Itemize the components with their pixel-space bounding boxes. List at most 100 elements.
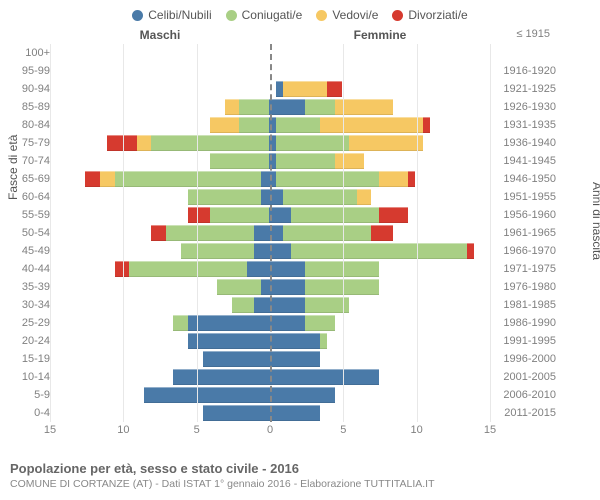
bar-segment — [283, 225, 371, 241]
bar-segment — [276, 99, 305, 115]
age-label: 45-49 — [0, 245, 56, 257]
bars-female — [276, 368, 496, 386]
bars-female — [276, 350, 496, 368]
bars-male — [56, 404, 276, 422]
bar-segment — [166, 225, 254, 241]
age-label: 95-99 — [0, 65, 56, 77]
legend-label: Divorziati/e — [408, 8, 467, 22]
pyramid-row: 45-491966-1970 — [0, 242, 600, 260]
bar-segment — [276, 171, 379, 187]
bars-female — [276, 170, 496, 188]
x-axis: 15105051015 — [0, 424, 600, 438]
bars-male — [56, 314, 276, 332]
birth-label: 1961-1965 — [496, 227, 564, 239]
column-headers: Maschi Femmine ≤ 1915 — [0, 28, 600, 42]
header-male: Maschi — [50, 28, 270, 42]
birth-label: 1951-1955 — [496, 191, 564, 203]
bars-male — [56, 170, 276, 188]
bar-segment — [188, 189, 261, 205]
bar-segment — [423, 117, 430, 133]
pyramid-row: 40-441971-1975 — [0, 260, 600, 278]
bars-female — [276, 260, 496, 278]
x-tick: 10 — [411, 424, 423, 436]
bar-segment — [85, 171, 100, 187]
bar-segment — [305, 99, 334, 115]
birth-label: 1986-1990 — [496, 317, 564, 329]
bar-segment — [254, 225, 276, 241]
birth-label: 2006-2010 — [496, 389, 564, 401]
age-label: 25-29 — [0, 317, 56, 329]
bar-segment — [151, 225, 166, 241]
x-tick: 5 — [340, 424, 346, 436]
legend-item: Celibi/Nubili — [132, 8, 211, 22]
bars-female — [276, 116, 496, 134]
bar-segment — [181, 243, 254, 259]
bar-segment — [247, 261, 276, 277]
pyramid-row: 60-641951-1955 — [0, 188, 600, 206]
bars-male — [56, 224, 276, 242]
bar-segment — [269, 99, 276, 115]
pyramid-row: 100+ — [0, 44, 600, 62]
bars-female — [276, 224, 496, 242]
bar-segment — [254, 297, 276, 313]
x-tick: 15 — [484, 424, 496, 436]
age-label: 70-74 — [0, 155, 56, 167]
pyramid-row: 25-29 1986-1990 — [0, 314, 600, 332]
bars-male — [56, 44, 276, 62]
bar-segment — [276, 243, 291, 259]
bar-segment — [283, 189, 356, 205]
bar-segment — [335, 153, 364, 169]
age-label: 80-84 — [0, 119, 56, 131]
bar-segment — [225, 99, 240, 115]
bar-segment — [408, 171, 415, 187]
bars-female — [276, 80, 496, 98]
bar-segment — [115, 261, 130, 277]
age-label: 90-94 — [0, 83, 56, 95]
bars-male — [56, 188, 276, 206]
bar-segment — [276, 369, 379, 385]
pyramid-row: 5-9 2006-2010 — [0, 386, 600, 404]
bar-segment — [291, 207, 379, 223]
bar-segment — [276, 117, 320, 133]
bar-segment — [276, 333, 320, 349]
age-label: 30-34 — [0, 299, 56, 311]
bar-segment — [276, 405, 320, 421]
x-tick: 15 — [44, 424, 56, 436]
footer: Popolazione per età, sesso e stato civil… — [10, 461, 590, 490]
bar-segment — [188, 207, 210, 223]
bar-segment — [379, 207, 408, 223]
bar-segment — [276, 315, 305, 331]
age-label: 100+ — [0, 47, 56, 59]
bars-female — [276, 332, 496, 350]
bar-segment — [276, 153, 335, 169]
birth-label: 1936-1940 — [496, 137, 564, 149]
pyramid-row: 20-241991-1995 — [0, 332, 600, 350]
bars-male — [56, 206, 276, 224]
bar-segment — [283, 81, 327, 97]
birth-label: 1996-2000 — [496, 353, 564, 365]
bar-segment — [276, 279, 305, 295]
bar-segment — [151, 135, 268, 151]
bar-segment — [371, 225, 393, 241]
birth-label: 1931-1935 — [496, 119, 564, 131]
bar-segment — [129, 261, 246, 277]
birth-label: 2011-2015 — [496, 407, 564, 419]
bars-male — [56, 386, 276, 404]
pyramid-row: 10-142001-2005 — [0, 368, 600, 386]
pyramid-row: 90-941921-1925 — [0, 80, 600, 98]
bar-segment — [203, 405, 276, 421]
x-tick: 5 — [194, 424, 200, 436]
bar-segment — [239, 117, 268, 133]
birth-label: 1916-1920 — [496, 65, 564, 77]
bar-segment — [276, 81, 283, 97]
x-tick: 0 — [267, 424, 273, 436]
bar-segment — [173, 315, 188, 331]
footer-title: Popolazione per età, sesso e stato civil… — [10, 461, 590, 476]
bar-segment — [276, 261, 305, 277]
bar-segment — [276, 225, 283, 241]
header-female: Femmine — [270, 28, 490, 42]
pyramid-row: 65-691946-1950 — [0, 170, 600, 188]
age-label: 5-9 — [0, 389, 56, 401]
pyramid-row: 50-541961-1965 — [0, 224, 600, 242]
bar-segment — [210, 153, 269, 169]
